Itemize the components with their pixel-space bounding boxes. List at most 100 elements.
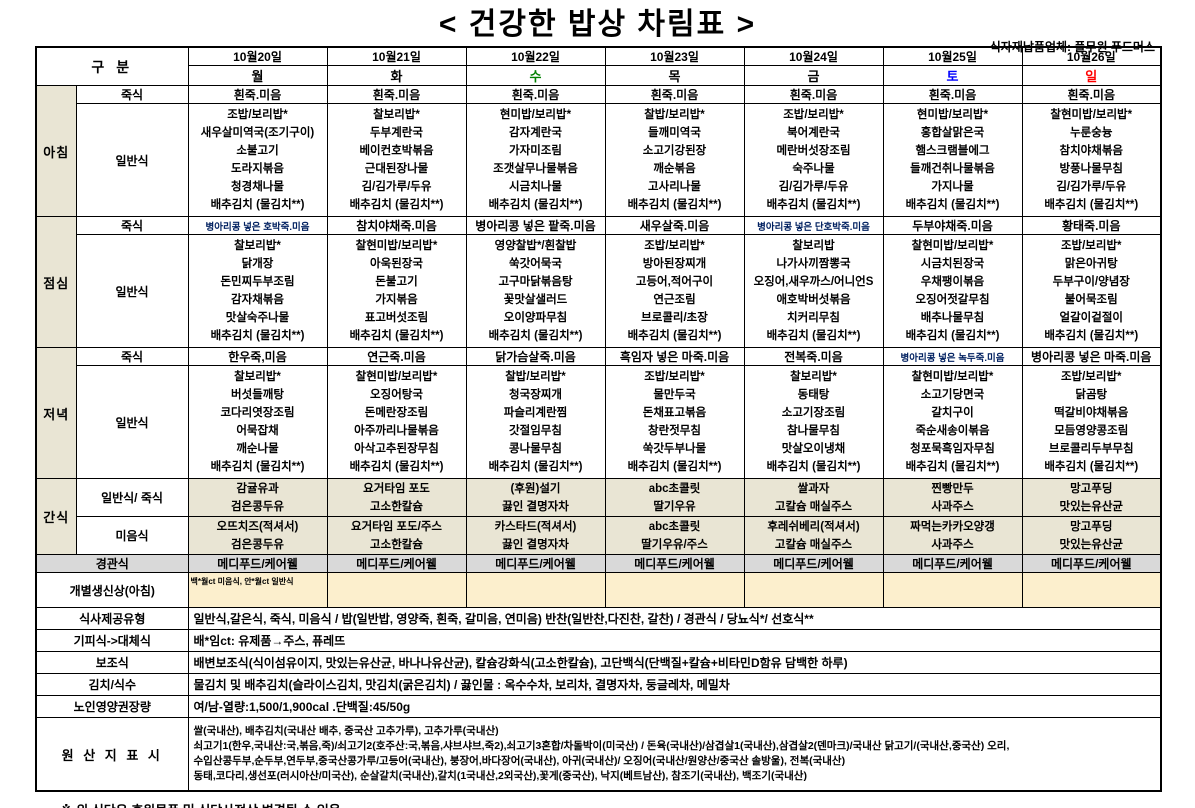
menu-item: 감자계란국 <box>509 127 562 139</box>
day-header-cell: 화 <box>326 65 467 86</box>
menu-item: 방풍나물무침 <box>1059 163 1123 175</box>
info-label: 노인영양권장량 <box>35 695 189 718</box>
info-row: 노인영양권장량 여/남-열량:1,500/1,900cal .단백질:45/50… <box>35 695 1162 718</box>
menu-item: 고사리나물 <box>648 181 701 193</box>
menu-item: 근대된장나물 <box>364 163 429 175</box>
porridge-cell: 연근죽.미음 <box>326 347 467 366</box>
menu-item: 쑥갓두부나물 <box>642 443 707 455</box>
menu-item: 배추김치 (물김치**) <box>905 330 1000 342</box>
info-label: 보조식 <box>35 651 189 674</box>
info-label: 식사제공유형 <box>35 607 189 630</box>
menu-item: 동태탕 <box>797 389 830 401</box>
porridge-cell: 병아리콩 넣은 호박죽.미음 <box>187 216 328 235</box>
menu-cell: 현미밥/보리밥* 감자계란국 가자미조림 조갯살무나물볶음 시금치나물 배추김치 (물김치… <box>465 103 606 217</box>
menu-item: 닭개장 <box>241 258 274 270</box>
menu-item: 오징어,새우까스/어니언S <box>753 276 874 288</box>
menu-item: 아주까리나물볶음 <box>354 425 439 437</box>
menu-item: 감귤유과 <box>236 482 279 495</box>
menu-item: 물만두국 <box>653 389 696 401</box>
porridge-cell: 닭가슴살죽.미음 <box>465 347 606 366</box>
info-text: 여/남-열량:1,500/1,900cal .단백질:45/50g <box>187 695 1162 718</box>
menu-item: abc초콜릿 <box>648 482 701 495</box>
menu-item: 얼갈이겉절이 <box>1059 312 1123 324</box>
birthday-cell <box>743 572 884 608</box>
menu-item: 찰보리밥 <box>792 240 835 252</box>
menu-item: 카스타드(적셔서) <box>494 520 577 533</box>
menu-item: 청경채나물 <box>231 181 284 193</box>
menu-item: 딸기우유 <box>653 500 696 513</box>
gyeongwan-cell: 메디푸드/케어웰 <box>882 554 1023 573</box>
section-label-dinner: 저녁 <box>35 347 77 479</box>
menu-item: 두부계란국 <box>370 127 423 139</box>
gyeongwan-row: 경관식 메디푸드/케어웰 메디푸드/케어웰 메디푸드/케어웰 메디푸드/케어웰 … <box>35 554 1162 573</box>
date-header-cell: 10월24일 <box>743 46 884 66</box>
info-text: 일반식,갈은식, 죽식, 미음식 / 밥(일반밥, 영양죽, 흰죽, 갈미음, … <box>187 607 1162 630</box>
menu-item: 메란버섯장조림 <box>776 145 851 157</box>
menu-item: 방아된장찌개 <box>642 258 707 270</box>
menu-item: 누룬숭늉 <box>1070 127 1113 139</box>
birthday-cell: 백*월ct 미음식, 안*월ct 일반식 <box>187 572 328 608</box>
menu-item: 참치야채볶음 <box>1059 145 1123 157</box>
menu-item: 고등어,적어구이 <box>635 276 714 288</box>
menu-item: 감자채볶음 <box>231 294 284 306</box>
menu-cell: 찰현미밥/보리밥* 시금치된장국 우채팽이볶음 오징어젓갈무침 배추나물무침 배추김치 (… <box>882 234 1023 348</box>
menu-item: 요거타임 포도/주스 <box>350 520 443 533</box>
menu-cell: 조밥/보리밥* 방아된장찌개 고등어,적어구이 연근조림 브로콜리/초장 배추김치 (물김… <box>604 234 745 348</box>
menu-cell: 현미밥/보리밥* 홍합살맑은국 햄스크램블에그 들깨건취나물볶음 가지나물 배추김치 (물… <box>882 103 1023 217</box>
menu-item: 불어묵조림 <box>1064 294 1118 306</box>
menu-item: 표고버섯조림 <box>364 312 429 324</box>
menu-item: 고소한칼슘 <box>370 538 423 551</box>
menu-item: 배추김치 (물김치**) <box>488 199 583 211</box>
menu-item: 파슬리계란찜 <box>503 407 568 419</box>
menu-item: 배추김치 (물김치**) <box>627 461 722 473</box>
gyeongwan-cell: 메디푸드/케어웰 <box>1021 554 1162 573</box>
menu-item: 맛있는유산균 <box>1059 538 1123 551</box>
menu-item: 홍합살맑은국 <box>920 127 985 139</box>
menu-item: 찰보리밥* <box>373 109 420 121</box>
menu-item: 조밥/보리밥* <box>644 371 705 383</box>
origin-lines: 쌀(국내산), 배추김치(국내산 배추, 중국산 고추가루), 고추가루(국내산… <box>187 717 1162 792</box>
menu-item: 도라지볶음 <box>231 163 284 175</box>
menu-item: 배추김치 (물김치**) <box>210 330 305 342</box>
menu-item: 김/김가루/두유 <box>1056 181 1127 193</box>
section-label-snack: 간식 <box>35 478 77 555</box>
porridge-cell: 새우살죽.미음 <box>604 216 745 235</box>
menu-item: 꽃맛살샐러드 <box>503 294 568 306</box>
menu-item: 북어계란국 <box>787 127 840 139</box>
menu-item: 베이컨호박볶음 <box>359 145 434 157</box>
snack-cell: 짜먹는카카오양갱 사과주스 <box>882 516 1023 555</box>
porridge-cell: 병아리콩 넣은 마죽.미음 <box>1021 347 1162 366</box>
menu-item: 동태,코다리,생선포(러시아산/미국산), 순살갈치(국내산),갈치(1국내산,… <box>193 770 807 782</box>
menu-item: 오이양파무침 <box>503 312 568 324</box>
day-header-cell: 월 <box>187 65 328 86</box>
menu-item: 나가사끼짬뽕국 <box>776 258 851 270</box>
porridge-cell: 흰죽.미음 <box>187 85 328 104</box>
info-row: 김치/식수 물김치 및 배추김치(슬라이스김치, 맛김치(굵은김치) / 끓인물… <box>35 673 1162 696</box>
menu-item: 배추김치 (물김치**) <box>488 461 583 473</box>
menu-item: 배추김치 (물김치**) <box>488 330 583 342</box>
menu-item: 조밥/보리밥* <box>227 109 288 121</box>
snack-mieum-row: 미음식 오뜨치즈(적셔서) 검은콩두유 요거타임 포도/주스 고소한칼슘 카스타드(… <box>36 516 1162 555</box>
menu-item: 배추김치 (물김치**) <box>627 199 722 211</box>
menu-item: 찰보리밥* <box>790 371 837 383</box>
snack-cell: 찐빵만두 사과주스 <box>882 478 1023 517</box>
menu-item: 김/김가루/두유 <box>361 181 432 193</box>
meal-plan-table: 구 분 10월20일 10월21일 10월22일 10월23일 10월24일 1… <box>35 46 1162 792</box>
menu-cell: 찰보리밥* 닭개장 돈민찌두부조림 감자채볶음 맛살숙주나물 배추김치 (물김치**) <box>187 234 328 348</box>
menu-item: 사과주스 <box>931 538 974 551</box>
menu-item: 찐빵만두 <box>931 482 974 495</box>
menu-item: 망고푸딩 <box>1070 482 1113 495</box>
menu-cell: 찰밥/보리밥* 들깨미역국 소고기강된장 깨순볶음 고사리나물 배추김치 (물김치**) <box>604 103 745 217</box>
info-row: 식사제공유형 일반식,갈은식, 죽식, 미음식 / 밥(일반밥, 영양죽, 흰죽… <box>35 607 1162 630</box>
menu-item: 돈민찌두부조림 <box>220 276 295 288</box>
porridge-cell: 흰죽.미음 <box>604 85 745 104</box>
menu-item: 찰현미밥/보리밥* <box>1050 109 1133 121</box>
subtype-label-porridge: 죽식 <box>75 216 189 235</box>
lunch-porridge-row: 점심 죽식 병아리콩 넣은 호박죽.미음 참치야채죽.미음 병아리콩 넣은 팥죽… <box>35 216 1162 348</box>
snack-general-row: 간식 일반식/ 죽식 감귤유과 검은콩두유 요거타임 포도 고소한칼슘 (후원)설기… <box>35 478 1162 555</box>
footnote: ※ 위 식단은 후원물품 및 식당사정상 변경될 수 있음. <box>60 800 1195 808</box>
menu-item: 아삭고추된장무침 <box>354 443 439 455</box>
menu-item: 참나물무침 <box>787 425 840 437</box>
supplier-note: 식자재납품업체: 풀무원 푸드머스 <box>989 40 1155 54</box>
